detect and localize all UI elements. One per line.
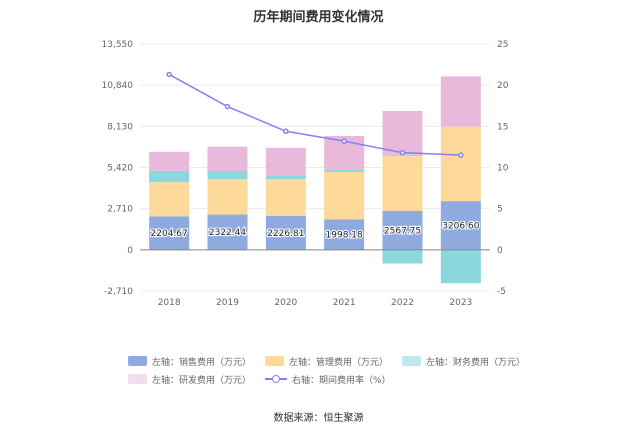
data-source-note: 数据来源：恒生聚源 <box>273 413 364 424</box>
axes: 13,550 25 10,840 20 8,130 15 5,420 10 2,710 5 0 0 -2… <box>102 40 509 308</box>
chart-title: 历年期间费用变化情况 <box>253 10 384 25</box>
bar-segment-2 <box>382 249 423 264</box>
left-axis-tick-label: -2,710 <box>104 287 133 297</box>
right-axis-tick-label: 15 <box>497 122 508 132</box>
bar-segment-2 <box>207 170 248 180</box>
rate-point <box>458 152 464 158</box>
grid-lines <box>140 43 490 292</box>
bar-segment-1 <box>382 156 423 211</box>
legend-item-rate[interactable]: 右轴：期间费用率（%） <box>265 373 391 386</box>
bar-segment-0 <box>265 216 306 250</box>
bar-segment-3 <box>265 147 306 176</box>
bar-segment-3 <box>207 146 248 171</box>
rate-point <box>399 149 406 156</box>
bar-segment-2 <box>440 249 481 284</box>
rate-point <box>166 71 172 78</box>
bar-segment-3 <box>149 151 190 171</box>
bar-segment-1 <box>149 182 190 217</box>
left-axis-tick-label: 5,420 <box>107 164 133 174</box>
bar-segment-2 <box>324 169 365 172</box>
legend-swatch-rd <box>128 374 147 384</box>
rate-point <box>341 138 347 144</box>
rate-point <box>224 103 231 110</box>
left-axis-tick-label: 0 <box>127 246 133 256</box>
right-axis-tick-label: -5 <box>497 287 506 297</box>
right-axis-tick-label: 10 <box>497 164 509 174</box>
bar-segment-0 <box>324 219 365 250</box>
right-axis-tick-label: 0 <box>497 246 503 256</box>
x-axis-tick-label: 2023 <box>449 298 472 308</box>
right-axis-tick-label: 20 <box>497 81 509 91</box>
sales-data-label: 2567.75 <box>384 226 421 236</box>
legend-label-admin: 左轴：管理费用（万元） <box>289 357 389 368</box>
bar-layer <box>149 76 481 284</box>
bar-segment-0 <box>382 210 423 250</box>
x-axis-tick-label: 2018 <box>158 298 181 308</box>
bar-segment-3 <box>382 111 423 157</box>
legend: 左轴：销售费用（万元） 左轴：管理费用（万元） 左轴：财务费用（万元） 左轴：研… <box>128 352 548 388</box>
rate-line-layer <box>166 71 464 158</box>
left-axis-tick-label: 10,840 <box>102 81 134 91</box>
x-axis-tick-label: 2021 <box>333 298 356 308</box>
legend-label-rate: 右轴：期间费用率（%） <box>292 375 391 386</box>
bar-segment-3 <box>440 76 481 127</box>
legend-item-finance[interactable]: 左轴：财务费用（万元） <box>402 355 525 368</box>
bar-segment-2 <box>265 175 306 180</box>
sales-data-label: 2226.81 <box>267 229 304 239</box>
bar-segment-0 <box>149 216 190 250</box>
x-axis-tick-label: 2020 <box>274 298 297 308</box>
right-axis-tick-label: 5 <box>497 205 503 215</box>
legend-swatch-admin <box>265 356 285 366</box>
x-axis-tick-label: 2019 <box>216 298 239 308</box>
legend-label-finance: 左轴：财务费用（万元） <box>426 357 526 368</box>
legend-item-sales[interactable]: 左轴：销售费用（万元） <box>128 355 251 368</box>
right-axis-tick-label: 25 <box>497 40 508 50</box>
bar-segment-1 <box>207 179 248 215</box>
x-axis-tick-label: 2022 <box>391 298 414 308</box>
bar-segment-1 <box>324 171 365 220</box>
legend-swatch-finance <box>402 356 422 366</box>
left-axis-tick-label: 13,550 <box>102 40 134 50</box>
bar-segment-1 <box>440 126 481 202</box>
legend-label-sales: 左轴：销售费用（万元） <box>152 357 252 368</box>
legend-item-rd[interactable]: 左轴：研发费用（万元） <box>128 373 251 386</box>
legend-line-icon <box>265 374 288 384</box>
sales-data-label: 2322.44 <box>209 228 246 238</box>
rate-point <box>283 128 289 135</box>
legend-label-rd: 左轴：研发费用（万元） <box>152 375 252 386</box>
bar-segment-0 <box>207 214 248 250</box>
left-axis-tick-label: 2,710 <box>107 205 133 215</box>
data-label-layer: 2204.67 2322.44 2226.81 1998.18 2567.75 3206.… <box>149 220 480 241</box>
legend-swatch-sales <box>128 356 147 366</box>
bar-segment-2 <box>149 170 190 183</box>
sales-data-label: 2204.67 <box>151 229 188 239</box>
sales-data-label: 1998.18 <box>326 231 363 241</box>
sales-data-label: 3206.60 <box>442 221 479 231</box>
legend-item-admin[interactable]: 左轴：管理费用（万元） <box>265 355 388 368</box>
left-axis-tick-label: 8,130 <box>107 122 133 132</box>
rate-line <box>168 73 461 156</box>
bar-segment-1 <box>265 179 306 217</box>
bar-segment-0 <box>440 201 481 250</box>
